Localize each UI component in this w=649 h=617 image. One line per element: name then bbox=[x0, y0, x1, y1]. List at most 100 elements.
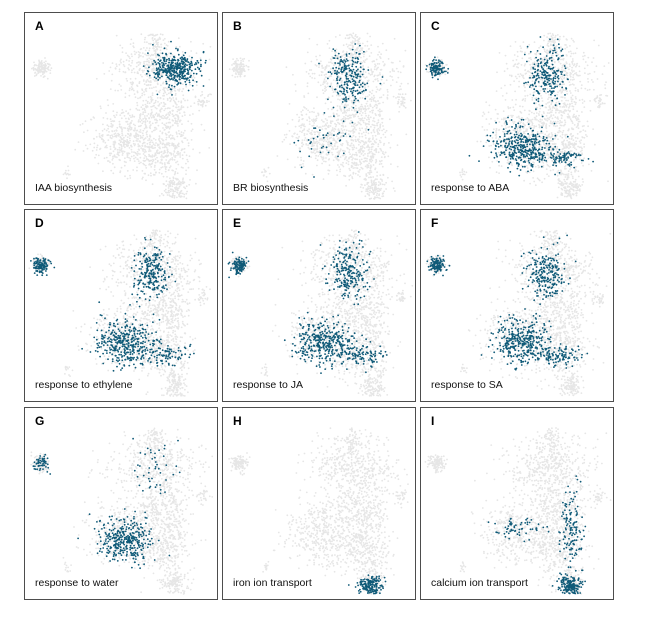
background-cell-point bbox=[355, 109, 357, 112]
background-cell-point bbox=[522, 74, 525, 77]
background-cell-point bbox=[209, 45, 212, 48]
background-cell-point bbox=[143, 141, 145, 144]
background-cell-point bbox=[169, 177, 171, 180]
background-cell-point bbox=[112, 141, 115, 143]
background-cell-point bbox=[317, 114, 320, 117]
background-cell-point bbox=[207, 95, 209, 97]
background-cell-point bbox=[352, 32, 355, 35]
highlight-cell-point bbox=[344, 74, 347, 77]
highlight-cell-point bbox=[173, 85, 176, 88]
background-cell-point bbox=[380, 156, 383, 159]
background-cell-point bbox=[347, 115, 349, 118]
background-cell-point bbox=[330, 143, 333, 146]
background-cell-point bbox=[158, 104, 160, 107]
background-cell-point bbox=[369, 103, 372, 106]
background-cell-point bbox=[551, 69, 554, 72]
highlight-cell-point bbox=[178, 64, 181, 67]
background-cell-point bbox=[148, 150, 150, 153]
background-cell-point bbox=[166, 176, 168, 178]
background-cell-point bbox=[153, 50, 156, 52]
background-cell-point bbox=[541, 100, 544, 102]
background-cell-point bbox=[165, 117, 168, 120]
background-cell-point bbox=[337, 164, 339, 166]
background-cell-point bbox=[378, 108, 381, 111]
background-cell-point bbox=[165, 138, 168, 141]
background-cell-point bbox=[372, 153, 375, 156]
background-cell-point bbox=[149, 115, 152, 117]
background-cell-point bbox=[372, 99, 375, 102]
background-cell-point bbox=[502, 137, 505, 139]
background-cell-point bbox=[319, 143, 321, 146]
background-cell-point bbox=[518, 80, 520, 83]
background-cell-point bbox=[318, 133, 320, 136]
background-cell-point bbox=[370, 69, 373, 72]
background-cell-point bbox=[161, 132, 164, 135]
background-cell-point bbox=[311, 129, 313, 132]
background-cell-point bbox=[159, 161, 162, 164]
background-cell-point bbox=[152, 129, 155, 132]
background-cell-point bbox=[120, 126, 123, 129]
background-cell-point bbox=[172, 124, 174, 127]
background-cell-point bbox=[38, 59, 40, 62]
background-cell-point bbox=[100, 137, 103, 140]
background-cell-point bbox=[528, 71, 530, 73]
background-cell-point bbox=[372, 94, 375, 97]
background-cell-point bbox=[402, 65, 405, 67]
background-cell-point bbox=[560, 96, 563, 98]
background-cell-point bbox=[559, 62, 562, 65]
background-cell-point bbox=[383, 153, 385, 156]
highlight-cell-point bbox=[171, 77, 173, 80]
background-cell-point bbox=[380, 162, 383, 165]
background-cell-point bbox=[67, 169, 70, 172]
background-cell-point bbox=[554, 34, 557, 37]
background-cell-point bbox=[348, 44, 350, 46]
background-cell-point bbox=[161, 162, 164, 165]
background-cell-point bbox=[385, 188, 387, 190]
background-cell-point bbox=[123, 164, 126, 167]
highlight-cell-point bbox=[333, 134, 335, 137]
background-cell-point bbox=[153, 168, 156, 171]
background-cell-point bbox=[139, 96, 142, 98]
background-cell-point bbox=[546, 44, 549, 47]
background-cell-point bbox=[161, 142, 164, 145]
background-cell-point bbox=[320, 74, 323, 76]
background-cell-point bbox=[177, 100, 180, 103]
background-cell-point bbox=[526, 70, 529, 73]
background-cell-point bbox=[401, 93, 404, 96]
highlight-cell-point bbox=[337, 92, 340, 95]
background-cell-point bbox=[400, 100, 402, 103]
highlight-cell-point bbox=[345, 89, 348, 92]
highlight-cell-point bbox=[307, 139, 310, 141]
highlight-cell-point bbox=[172, 78, 175, 81]
highlight-cell-point bbox=[358, 79, 361, 82]
background-cell-point bbox=[560, 77, 563, 80]
background-cell-point bbox=[183, 111, 186, 114]
background-cell-point bbox=[174, 113, 177, 116]
background-cell-point bbox=[372, 128, 375, 131]
background-cell-point bbox=[236, 65, 239, 67]
highlight-cell-point bbox=[202, 85, 205, 87]
background-cell-point bbox=[144, 137, 147, 139]
background-cell-point bbox=[300, 159, 303, 162]
background-cell-point bbox=[110, 79, 113, 82]
background-cell-point bbox=[125, 117, 127, 120]
background-cell-point bbox=[379, 174, 382, 177]
background-cell-point bbox=[142, 55, 144, 58]
background-cell-point bbox=[106, 146, 108, 149]
background-cell-point bbox=[197, 100, 199, 103]
background-cell-point bbox=[162, 88, 165, 91]
background-cell-point bbox=[362, 70, 365, 73]
background-cell-point bbox=[141, 52, 144, 54]
background-cell-point bbox=[379, 125, 382, 128]
background-cell-point bbox=[93, 137, 95, 140]
background-cell-point bbox=[330, 129, 333, 132]
background-cell-point bbox=[303, 134, 306, 137]
background-cell-point bbox=[343, 54, 345, 56]
background-cell-point bbox=[163, 146, 166, 149]
background-cell-point bbox=[317, 141, 320, 144]
background-cell-point bbox=[160, 156, 163, 158]
background-cell-point bbox=[190, 105, 192, 108]
background-cell-point bbox=[197, 103, 200, 106]
background-cell-point bbox=[404, 49, 407, 52]
background-cell-point bbox=[147, 96, 150, 99]
